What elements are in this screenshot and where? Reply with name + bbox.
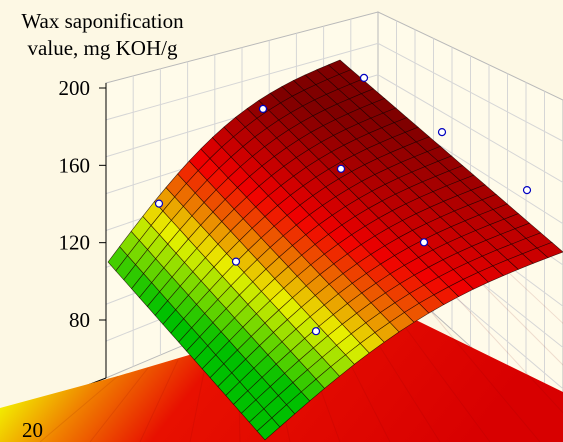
x-tick-label: 20 [22, 418, 43, 442]
z-tick-label: 200 [59, 76, 91, 100]
data-point [336, 164, 346, 173]
z-tick-label: 160 [59, 153, 91, 177]
data-point [258, 104, 268, 114]
z-tick-label: 120 [59, 231, 91, 255]
data-point [522, 186, 532, 195]
data-point [437, 128, 447, 137]
z-axis-title-line-1: Wax saponification [21, 9, 184, 33]
surface-cell [536, 242, 563, 259]
data-point [154, 199, 164, 208]
data-point [419, 238, 429, 247]
data-point [311, 327, 321, 336]
response-surface [107, 59, 563, 441]
z-axis-title: Wax saponification value, mg KOH/g [0, 8, 205, 62]
z-tick-label: 80 [69, 308, 90, 332]
data-point [231, 257, 241, 266]
z-axis-ticks: 200 160 120 80 [59, 76, 106, 332]
z-axis-title-line-2: value, mg KOH/g [27, 36, 178, 60]
data-points [154, 73, 532, 336]
data-point [359, 73, 369, 83]
